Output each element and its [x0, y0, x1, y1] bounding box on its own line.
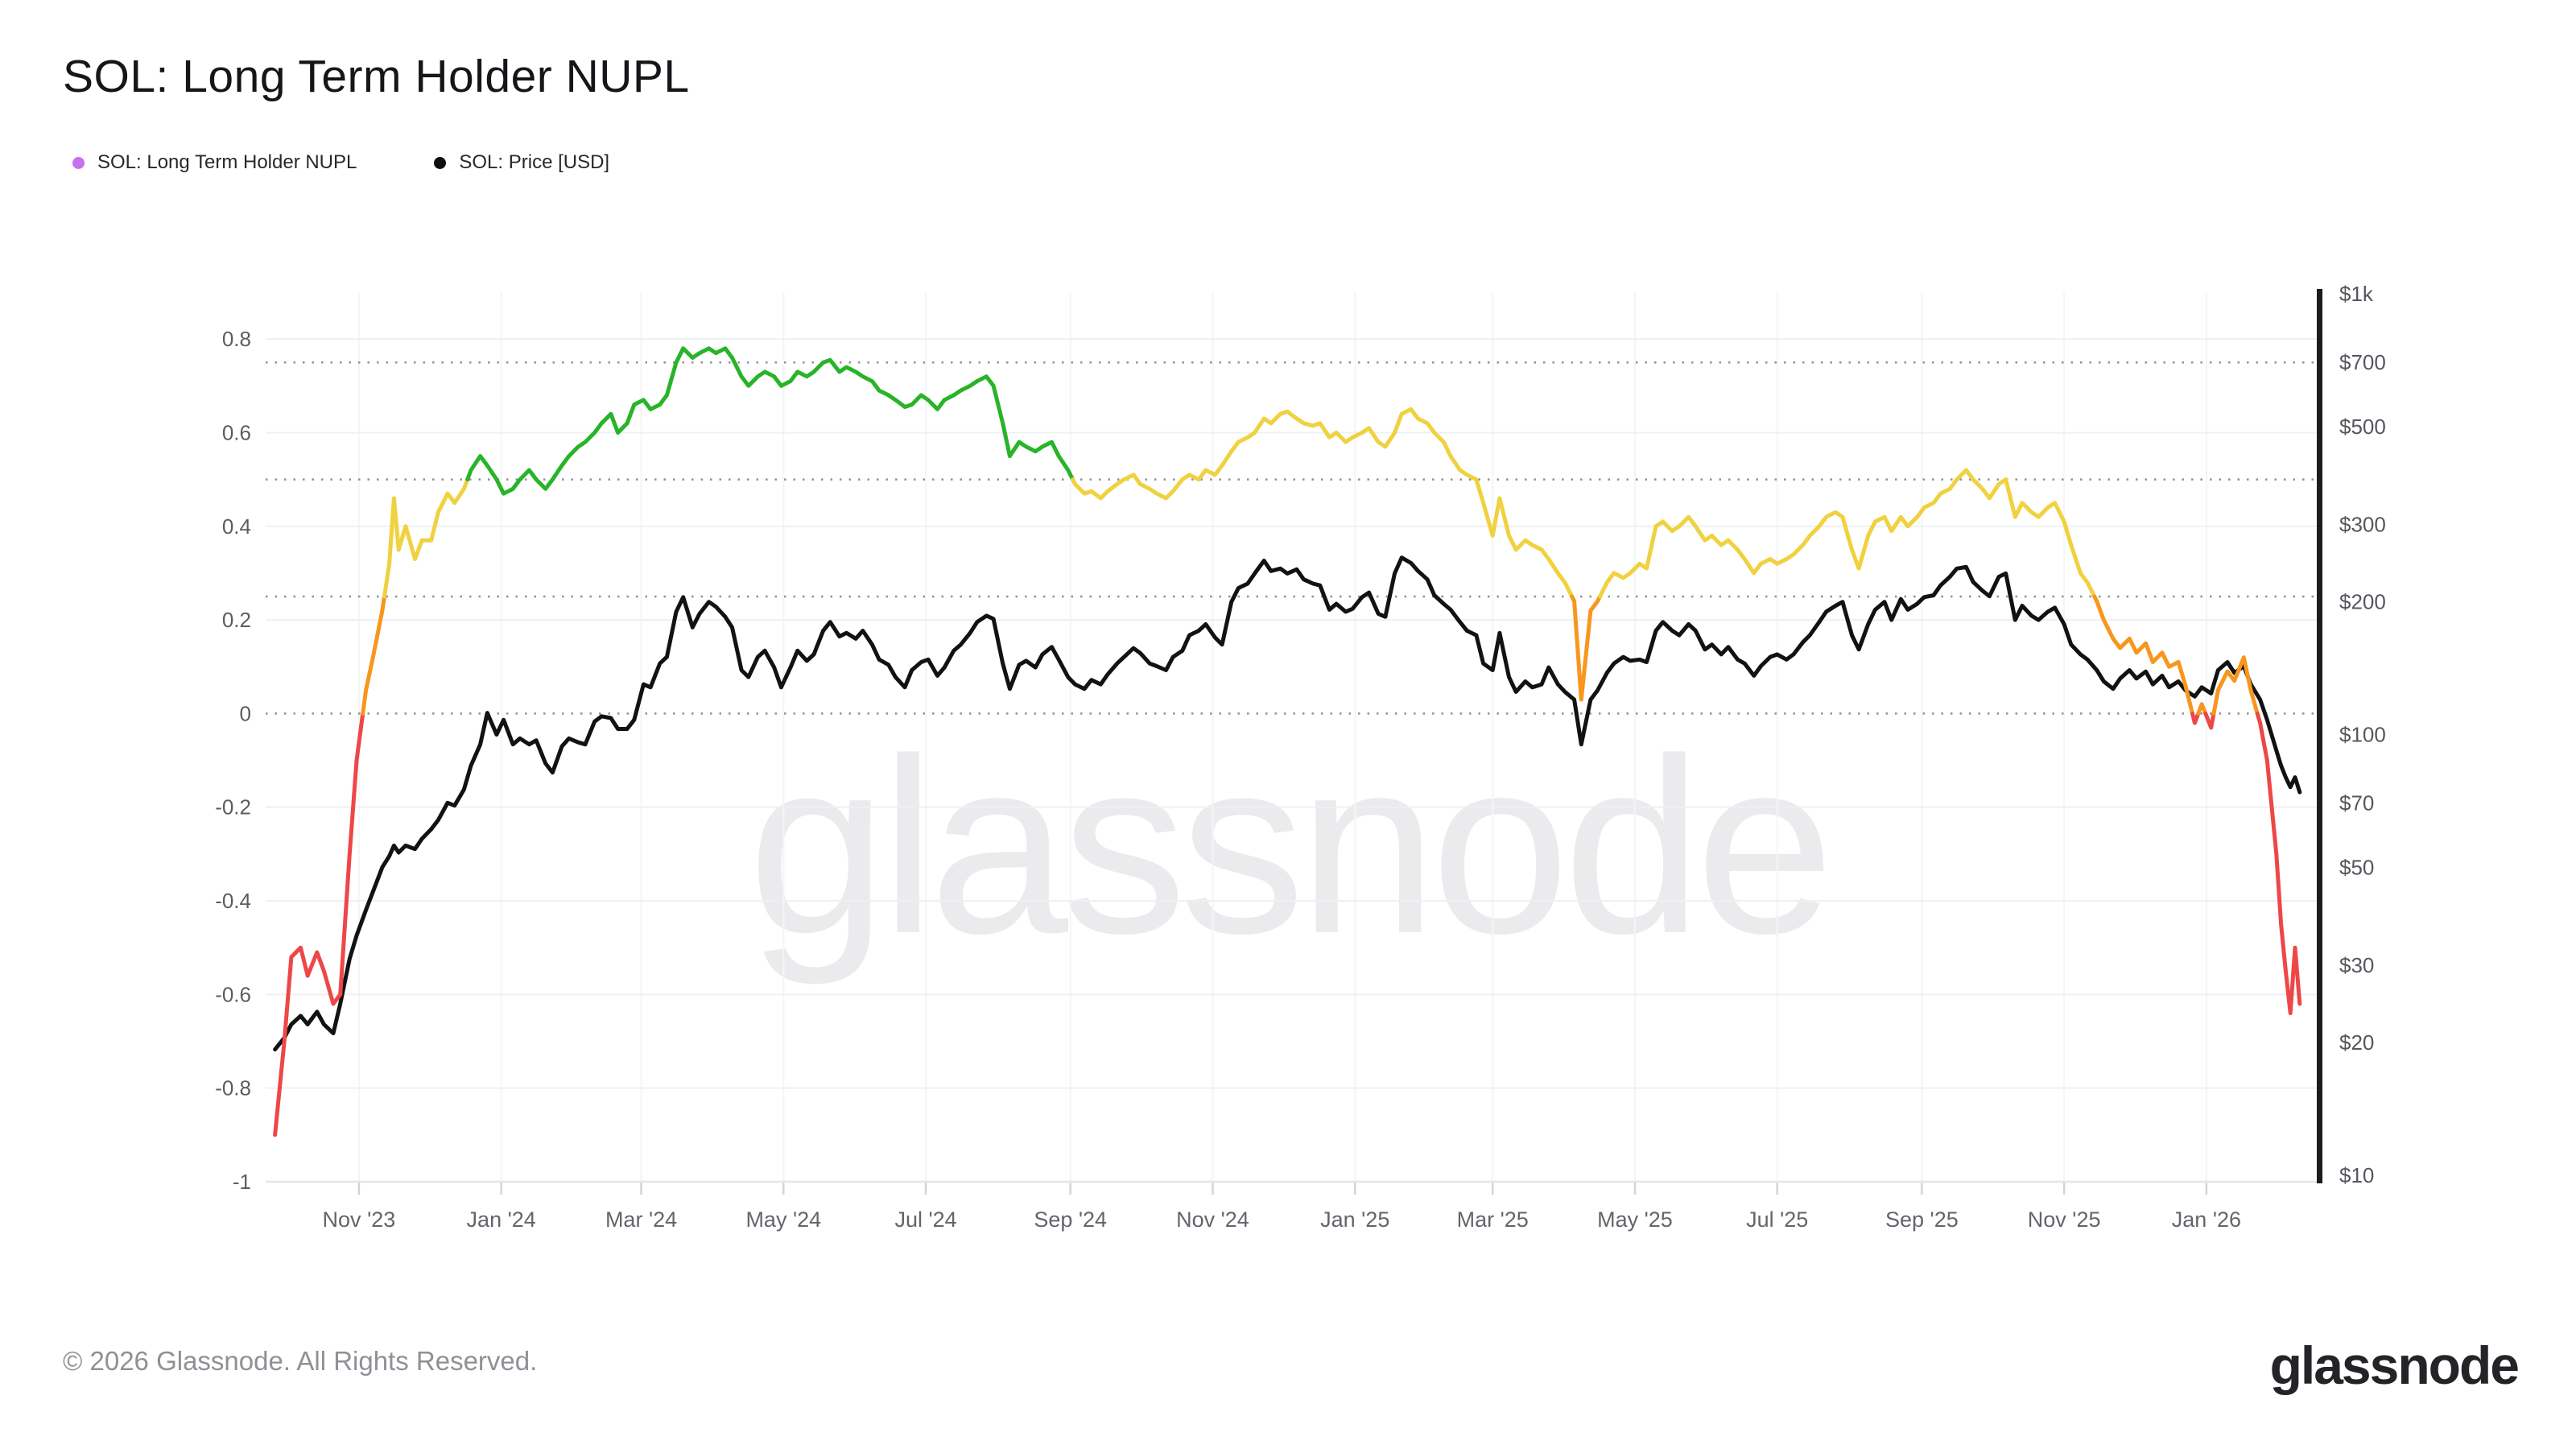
- right-axis-tick-label: $50: [2339, 855, 2374, 879]
- x-tick-label: Jul '24: [894, 1208, 956, 1232]
- legend-item-nupl[interactable]: SOL: Long Term Holder NUPL: [72, 151, 357, 174]
- price-legend-dot-icon: [434, 156, 447, 169]
- nupl-segment: [2092, 594, 2194, 716]
- right-axis-tick-label: $700: [2339, 350, 2386, 374]
- nupl-segment: [2196, 702, 2208, 716]
- glassnode-watermark: glassnode: [748, 706, 1834, 985]
- legend-label-nupl: SOL: Long Term Holder NUPL: [97, 151, 357, 173]
- nupl-segment: [1598, 468, 2097, 599]
- left-axis-tick-label: 0.2: [222, 608, 251, 632]
- x-gridlines: [357, 292, 2208, 1195]
- right-axis-tick-label: $70: [2339, 791, 2374, 815]
- right-axis-tick-label: $10: [2339, 1163, 2374, 1187]
- legend-label-price: SOL: Price [USD]: [459, 151, 610, 173]
- price-polyline: [273, 555, 2302, 1052]
- left-axis-tick-label: -0.6: [215, 982, 251, 1006]
- x-axis-labels: Nov '23 Jan '24 Mar '24 May '24 Jul '24 Sep '…: [323, 1208, 2241, 1232]
- right-axis-tick-label: $500: [2339, 415, 2386, 439]
- x-tick-label: Nov '23: [323, 1208, 396, 1232]
- x-tick-label: Jul '25: [1746, 1208, 1808, 1232]
- left-axis-tick-label: 0: [240, 701, 251, 725]
- nupl-segment: [2255, 711, 2302, 1016]
- x-tick-label: Nov '24: [1176, 1208, 1249, 1232]
- left-axis-tick-label: 0.8: [222, 327, 251, 351]
- nupl-line: [273, 346, 2302, 1137]
- left-axis-tick-label: 0.6: [222, 420, 251, 444]
- x-tick-label: Sep '24: [1034, 1208, 1107, 1232]
- nupl-segment: [2211, 655, 2260, 716]
- x-tick-label: Jan '24: [467, 1208, 536, 1232]
- x-tick-label: Sep '25: [1885, 1208, 1959, 1232]
- right-axis-tick-label: $300: [2339, 512, 2386, 536]
- right-axis-tick-label: $30: [2339, 953, 2374, 977]
- page-title: SOL: Long Term Holder NUPL: [63, 51, 690, 102]
- left-axis-tick-label: -0.2: [215, 795, 251, 819]
- nupl-segment: [1570, 594, 1602, 702]
- left-axis-tick-label: -0.8: [215, 1076, 251, 1100]
- nupl-segment: [465, 346, 1075, 496]
- legend: SOL: Long Term Holder NUPL SOL: Price [U…: [72, 151, 609, 174]
- left-axis-tick-label: -0.4: [215, 889, 251, 913]
- price-line: [273, 555, 2302, 1052]
- legend-item-price[interactable]: SOL: Price [USD]: [434, 151, 609, 174]
- x-tick-label: Jan '26: [2172, 1208, 2241, 1232]
- nupl-legend-dot-icon: [72, 156, 85, 169]
- left-axis-tick-label: 0.4: [222, 514, 251, 539]
- copyright-text: © 2026 Glassnode. All Rights Reserved.: [63, 1346, 538, 1376]
- nupl-segment: [2190, 711, 2201, 725]
- nupl-segment: [382, 477, 470, 599]
- y-gridlines: [266, 338, 2318, 1183]
- nupl-segment: [273, 711, 365, 1137]
- nupl-segment: [2203, 711, 2216, 730]
- right-axis-tick-label: $200: [2339, 590, 2386, 614]
- x-tick-label: Mar '24: [605, 1208, 677, 1232]
- glassnode-logo: glassnode: [2269, 1335, 2520, 1395]
- nupl-segment: [1071, 407, 1575, 599]
- nupl-segment: [361, 594, 386, 716]
- right-axis-bar: [2317, 289, 2322, 1183]
- x-tick-label: Jan '25: [1320, 1208, 1389, 1232]
- left-axis-tick-label: -1: [233, 1170, 251, 1194]
- right-axis: $1k $700 $500 $300 $200 $100 $70 $50 $30 $20 $10: [2317, 282, 2386, 1187]
- x-tick-label: May '24: [745, 1208, 821, 1232]
- right-axis-tick-label: $20: [2339, 1030, 2374, 1055]
- x-tick-label: May '25: [1597, 1208, 1673, 1232]
- x-tick-label: Mar '25: [1457, 1208, 1529, 1232]
- right-axis-tick-label: $1k: [2339, 282, 2374, 306]
- right-axis-tick-label: $100: [2339, 723, 2386, 747]
- left-axis-labels: 0.8 0.6 0.4 0.2 0 -0.2 -0.4 -0.6 -0.8 -1: [215, 327, 251, 1194]
- x-tick-label: Nov '25: [2028, 1208, 2101, 1232]
